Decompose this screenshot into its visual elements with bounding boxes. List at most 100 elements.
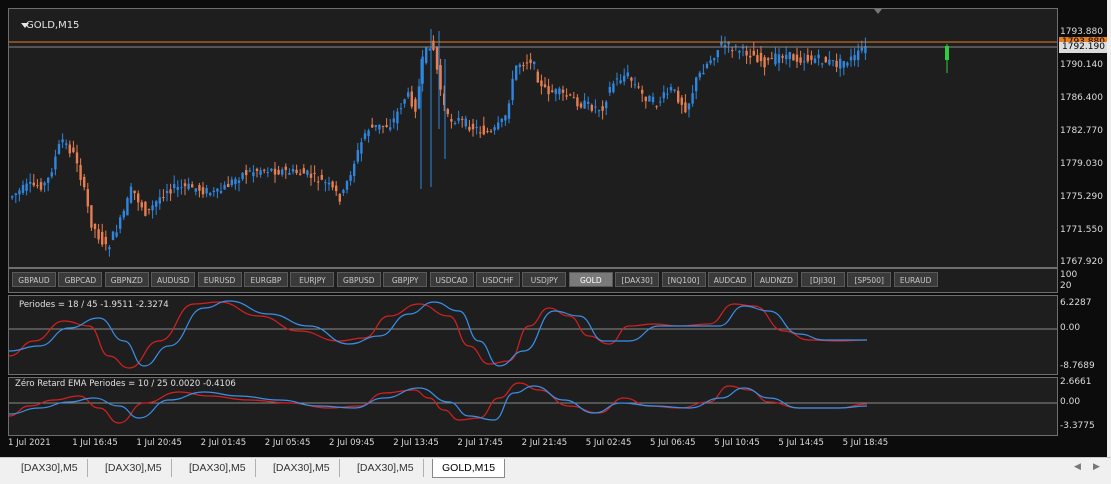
symbol-button-euraud[interactable]: EURAUD <box>893 272 938 287</box>
candle-body <box>857 50 860 61</box>
candle-body <box>781 56 784 58</box>
chart-window[interactable]: GOLD,M15 1793.880 1793.880 1792.190 1790… <box>0 0 1108 457</box>
signal-line-blue <box>9 300 867 367</box>
candle-body <box>515 65 518 80</box>
candle-body <box>615 78 619 80</box>
candle-body <box>75 152 79 164</box>
candle-body <box>720 41 723 46</box>
candle-body <box>378 124 381 130</box>
candle-body <box>464 118 467 127</box>
symbol-button-gbpnzd[interactable]: GBPNZD <box>104 272 149 287</box>
candle-body <box>749 55 752 58</box>
symbol-button-gbpaud[interactable]: GBPAUD <box>12 272 56 287</box>
symbol-button-gbpusd[interactable]: GBPUSD <box>336 272 381 287</box>
symbol-button-audcad[interactable]: AUDCAD <box>708 272 752 287</box>
candle-body <box>597 110 601 112</box>
shift-marker-icon[interactable] <box>874 9 882 14</box>
candle-body <box>252 172 255 177</box>
price-chart-pane[interactable]: GOLD,M15 <box>8 8 1058 268</box>
candle-body <box>475 126 478 128</box>
signal-line-red <box>9 301 868 369</box>
symbol-button-dax30[interactable]: [DAX30] <box>615 272 660 287</box>
chart-tab[interactable]: [DAX30],M5 <box>96 459 172 477</box>
candle-body <box>169 189 172 194</box>
symbol-button-eurgbp[interactable]: EURGBP <box>244 272 288 287</box>
indicator1-pane[interactable]: Periodes = 18 / 45 -1.9511 -2.3274 <box>8 295 1058 375</box>
price-scale-label: 1793.880 <box>1060 27 1103 37</box>
candle-body <box>270 168 273 171</box>
symbol-scale-label: 20 <box>1060 281 1072 291</box>
symbol-button-gold[interactable]: GOLD <box>568 272 613 287</box>
candle-body <box>403 99 406 104</box>
candle-body <box>698 72 701 78</box>
symbol-button-nq100[interactable]: [NQ100] <box>661 272 706 287</box>
time-axis-label: 2 Jul 21:45 <box>521 438 568 448</box>
symbol-button-gbpjpy[interactable]: GBPJPY <box>383 272 428 287</box>
chart-tabs-bar: [DAX30],M5 [DAX30],M5 [DAX30],M5 [DAX30],M5… <box>0 457 1111 484</box>
candle-body <box>194 188 197 192</box>
candle-body <box>191 184 194 188</box>
chart-tab[interactable]: [DAX30],M5 <box>180 459 256 477</box>
candle-body <box>756 55 759 63</box>
symbol-button-audnzd[interactable]: AUDNZD <box>754 272 799 287</box>
window-edge <box>1107 0 1111 457</box>
candle-body <box>644 96 647 102</box>
candle-body <box>558 88 561 95</box>
candle-body <box>860 47 863 51</box>
chart-tab[interactable]: [DAX30],M5 <box>12 459 88 477</box>
time-axis-label: 1 Jul 2021 <box>8 438 51 448</box>
candle-body <box>356 149 359 162</box>
time-axis-label: 2 Jul 13:45 <box>393 438 439 448</box>
chart-tab[interactable]: GOLD,M15 <box>432 459 506 478</box>
candle-body <box>763 57 766 68</box>
candle-body <box>777 54 781 63</box>
symbol-button-dji30[interactable]: [DJI30] <box>800 272 845 287</box>
indicator2-pane[interactable]: Zéro Retard EMA Periodes = 10 / 25 0.002… <box>8 377 1058 436</box>
symbol-button-eurusd[interactable]: EURUSD <box>197 272 242 287</box>
candle-body <box>68 144 71 154</box>
candle-body <box>489 131 493 133</box>
candle-body <box>273 168 277 175</box>
symbol-button-usdjpy[interactable]: USDJPY <box>522 272 567 287</box>
candle-body <box>792 54 795 61</box>
symbol-button-usdchf[interactable]: USDCHF <box>476 272 520 287</box>
candle-body <box>227 183 230 188</box>
candle-body <box>137 193 140 203</box>
candle-body <box>673 89 676 91</box>
symbol-button-audusd[interactable]: AUDUSD <box>151 272 196 287</box>
candle-body <box>547 86 550 95</box>
chart-tab[interactable]: [DAX30],M5 <box>264 459 340 477</box>
candle-body <box>637 86 640 88</box>
candle-body <box>785 54 788 60</box>
candle-body <box>839 58 842 69</box>
candle-body <box>309 173 313 178</box>
candle-body <box>835 60 838 68</box>
chart-tab[interactable]: [DAX30],M5 <box>348 459 424 477</box>
candle-body <box>126 197 129 216</box>
chart-menu-icon[interactable] <box>21 23 29 28</box>
symbol-switcher-bar: GBPAUD GBPCAD GBPNZD AUDUSD EURUSD EURGBP EURJ… <box>8 268 1058 293</box>
candle-body <box>806 54 809 62</box>
candle-body <box>18 190 21 195</box>
symbol-button-gbpcad[interactable]: GBPCAD <box>58 272 103 287</box>
symbol-button-usdcad[interactable]: USDCAD <box>429 272 474 287</box>
candle-body <box>770 58 773 60</box>
candle-body <box>36 185 39 187</box>
candle-body <box>522 65 525 67</box>
candle-body <box>417 86 421 109</box>
tabs-scroll-right-icon[interactable]: ▶ <box>1093 462 1100 472</box>
indicator2-scale-label: 2.6661 <box>1060 377 1092 387</box>
tabs-scroll-left-icon[interactable]: ◀ <box>1074 462 1081 472</box>
candle-body <box>32 182 35 186</box>
symbol-button-eurjpy[interactable]: EURJPY <box>290 272 335 287</box>
candle-body <box>738 51 741 53</box>
candle-body <box>255 168 259 172</box>
time-axis-label: 2 Jul 17:45 <box>457 438 503 448</box>
ask-price-tag: 1792.190 <box>1059 42 1108 53</box>
symbol-button-sp500[interactable]: [SP500] <box>847 272 892 287</box>
time-axis-label: 1 Jul 20:45 <box>136 438 182 448</box>
candle-body <box>795 54 799 62</box>
candle-body <box>421 56 424 84</box>
candle-body <box>446 109 449 115</box>
candle-body <box>507 103 511 119</box>
